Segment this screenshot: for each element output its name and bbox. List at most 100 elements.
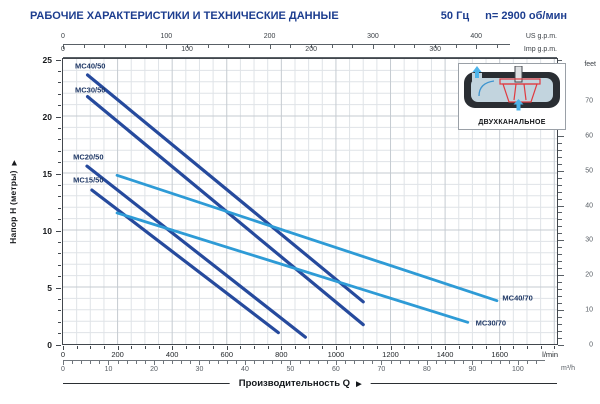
axis-tick	[499, 346, 501, 350]
axis-minor-tick	[83, 45, 85, 48]
axis-minor-tick	[481, 361, 483, 364]
axis-tick	[558, 191, 562, 193]
axis-tick	[372, 45, 374, 49]
axis-minor-tick	[272, 361, 274, 364]
right-arrow-icon: ▶	[356, 381, 362, 388]
axis-tick	[58, 321, 61, 323]
impeller-type-label: ДВУХКАНАЛЬНОЕ	[478, 119, 546, 126]
axis-minor-tick	[408, 361, 410, 364]
axis-tick-label: 0	[60, 350, 66, 359]
curve-mc40-70	[115, 173, 499, 303]
m3h-axis: m³/h 0 10 20 30 40 50 60 70 80 90 100	[61, 360, 575, 375]
axis-minor-tick	[181, 361, 183, 364]
axis-minor-tick	[126, 361, 128, 364]
axis-minor-tick	[254, 361, 256, 364]
axis-tick	[226, 346, 228, 350]
axis-tick	[58, 241, 61, 243]
axis-minor-tick	[345, 361, 347, 364]
x-axis-title: Производительность Q ▶	[229, 377, 371, 391]
axis-minor-tick	[103, 346, 105, 349]
y-axis-title-text: Напор H (метры) ▶	[8, 160, 18, 244]
us-gpm-axis: US g.p.m. 0 100 200 300 400	[61, 33, 557, 49]
inlet-arrow-icon	[513, 99, 524, 105]
frequency-speed: 50 Гц n= 2900 об/мин	[441, 10, 567, 22]
axis-minor-tick	[404, 346, 406, 349]
axis-minor-tick	[99, 361, 101, 364]
curve-label-mc20-50: MC20/50	[73, 152, 104, 162]
axis-minor-tick	[458, 346, 460, 349]
axis-tick-label: 50	[286, 366, 295, 373]
axis-minor-tick	[81, 361, 83, 364]
axis-tick	[558, 288, 562, 290]
axis-line	[63, 44, 511, 45]
axis-minor-tick	[499, 361, 501, 364]
axis-tick	[558, 309, 564, 311]
axis-tick-label: 25	[42, 54, 52, 65]
axis-minor-tick	[417, 346, 419, 349]
axis-minor-tick	[104, 45, 106, 48]
axis-minor-tick	[317, 361, 319, 364]
axis-tick	[558, 323, 562, 325]
axis-minor-tick	[263, 361, 265, 364]
axis-tick	[558, 177, 562, 179]
axis-minor-tick	[496, 45, 498, 48]
axis-minor-tick	[117, 361, 119, 364]
axis-tick	[558, 226, 562, 228]
axis-tick-label: 1000	[327, 350, 345, 359]
axis-minor-tick	[417, 361, 419, 364]
axis-tick	[335, 361, 337, 365]
axis-minor-tick	[322, 346, 324, 349]
axis-tick-label: 90	[468, 366, 477, 373]
axis-tick	[558, 212, 562, 214]
axis-minor-tick	[254, 346, 256, 349]
axis-tick	[153, 361, 155, 365]
axis-tick	[558, 295, 562, 297]
axis-tick	[58, 127, 61, 129]
grid	[63, 59, 557, 344]
axis-unit-label: m³/h	[561, 365, 575, 372]
curve-mc20-50	[85, 164, 307, 339]
axis-minor-tick	[390, 361, 392, 364]
imp-gpm-axis: Imp g.p.m. 0 100 200 300	[61, 46, 557, 62]
axis-tick	[558, 268, 562, 270]
axis-minor-tick	[190, 361, 192, 364]
axis-tick	[58, 219, 61, 221]
axis-tick	[558, 198, 562, 200]
axis-tick-label: 200	[263, 33, 276, 40]
axis-minor-tick	[135, 361, 137, 364]
axis-minor-tick	[326, 361, 328, 364]
axis-minor-tick	[172, 361, 174, 364]
frequency-label: 50 Гц	[440, 10, 470, 22]
axis-unit-label: feet	[584, 61, 596, 68]
up-arrow-icon: ▶	[10, 160, 18, 166]
axis-minor-tick	[144, 361, 146, 364]
axis-tick	[63, 45, 64, 49]
axis-tick-label: 0	[61, 366, 65, 373]
axis-tick	[58, 93, 61, 95]
axis-tick	[472, 361, 474, 365]
axis-tick-label: 800	[275, 350, 288, 359]
axis-tick	[558, 205, 564, 207]
axis-minor-tick	[414, 45, 416, 48]
axis-tick-label: 20	[585, 271, 593, 279]
axis-tick	[58, 207, 61, 209]
curve-labels-layer: MC40/50 MC30/50 MC20/50 MC15/50 MC40/70 MC30/…	[63, 59, 557, 344]
axis-minor-tick	[354, 361, 356, 364]
axis-tick	[58, 184, 61, 186]
axis-tick-label: 0	[47, 339, 52, 350]
axis-minor-tick	[310, 45, 312, 48]
axis-tick-label: 20	[150, 366, 158, 373]
axis-tick	[281, 346, 283, 350]
axis-unit-label: l/min	[542, 350, 558, 359]
axis-minor-tick	[207, 45, 209, 48]
axis-tick-label: 300	[429, 46, 442, 53]
axis-tick	[58, 253, 61, 255]
axis-tick	[558, 142, 562, 144]
axis-tick	[558, 281, 562, 283]
curve-mc30-70	[115, 211, 470, 324]
axis-tick-label: 0	[61, 33, 65, 40]
axis-tick	[558, 254, 562, 256]
axis-tick	[335, 346, 337, 350]
axis-tick	[445, 346, 447, 350]
